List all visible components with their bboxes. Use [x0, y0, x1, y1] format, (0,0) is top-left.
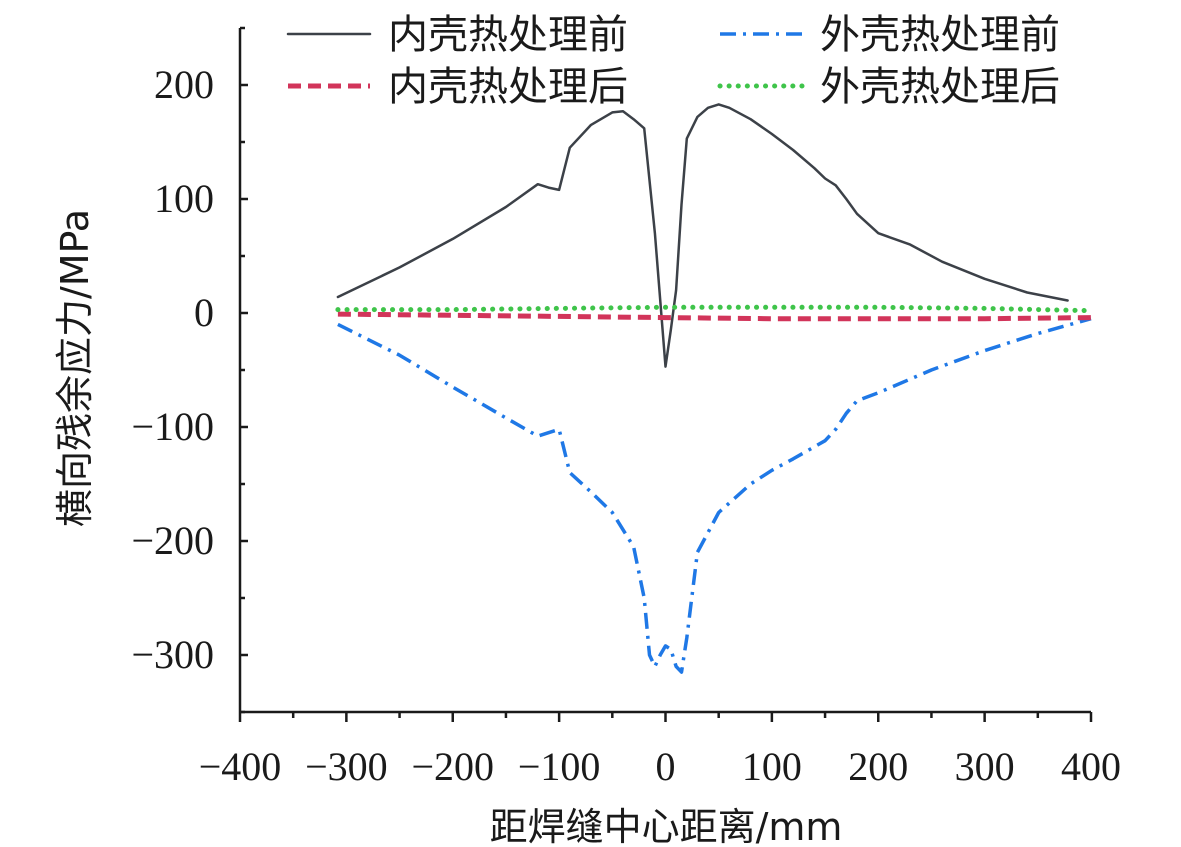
legend-label-3: 内壳热处理后: [388, 64, 628, 110]
series-line-4: [335, 304, 1094, 314]
y-tick-label: −300: [131, 632, 214, 677]
axes: −300 −200 −100 0 100 200 −400 −300 −200 −100 0 100 2…: [131, 26, 1121, 789]
series-line-3: [337, 311, 1092, 322]
x-axis-title: 距焊缝中心距离/mm: [490, 805, 843, 847]
x-tick-label: 0: [656, 744, 676, 789]
x-tick-label: −100: [518, 744, 601, 789]
y-tick-label: 0: [194, 290, 214, 335]
y-tick-label: −100: [131, 404, 214, 449]
x-tick-label: −400: [199, 744, 282, 789]
y-tick-label: 100: [154, 176, 214, 221]
y-tick-label: 200: [154, 62, 214, 107]
x-tick-label: −300: [305, 744, 388, 789]
x-tick-label: 400: [1061, 744, 1121, 789]
x-tick-label: 100: [742, 744, 802, 789]
series-line-2: [337, 317, 1092, 674]
legend-label-4: 外壳热处理后: [820, 64, 1060, 110]
legend-label-2: 外壳热处理前: [820, 12, 1060, 58]
x-tick-label: 300: [955, 744, 1015, 789]
series-layer: [335, 103, 1094, 674]
x-tick-label: −200: [411, 744, 494, 789]
y-axis-title: 横向残余应力/MPa: [53, 209, 97, 527]
series-line-1: [336, 103, 1069, 368]
legend-label-1: 内壳热处理前: [388, 12, 628, 58]
x-tick-label: 200: [848, 744, 908, 789]
y-tick-label: −200: [131, 518, 214, 563]
